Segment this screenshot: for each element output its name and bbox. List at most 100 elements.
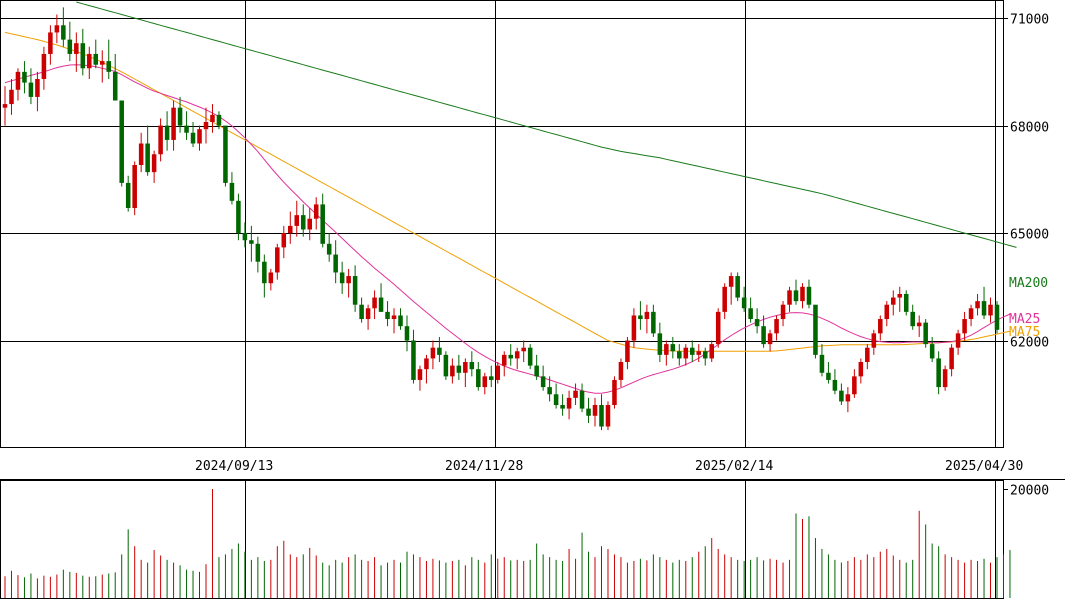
candle-body bbox=[378, 297, 384, 312]
candle-body bbox=[417, 369, 423, 380]
candle-body bbox=[463, 362, 468, 373]
candle-body bbox=[385, 311, 390, 320]
candle-body bbox=[826, 372, 831, 380]
candle-body bbox=[508, 354, 513, 359]
candle-body bbox=[294, 215, 300, 226]
candle-body bbox=[138, 143, 144, 165]
candle-body bbox=[177, 107, 183, 126]
candle-body bbox=[106, 61, 112, 72]
candle-body bbox=[9, 89, 14, 105]
candle-body bbox=[709, 344, 714, 359]
candle-body bbox=[871, 333, 877, 348]
candle-body bbox=[962, 319, 967, 334]
candle-body bbox=[696, 351, 702, 355]
candle-body bbox=[644, 311, 650, 320]
candle-body bbox=[437, 347, 442, 355]
candle-body bbox=[955, 333, 961, 348]
candle-body bbox=[845, 394, 851, 402]
volume-plot-frame bbox=[0, 480, 1004, 599]
candle-body bbox=[527, 347, 533, 366]
candle-body bbox=[501, 354, 507, 366]
candle-body bbox=[573, 390, 578, 398]
candle-body bbox=[715, 311, 721, 345]
volume-panel: 20000 bbox=[0, 480, 1049, 599]
candle-body bbox=[482, 376, 488, 388]
candle-body bbox=[514, 351, 520, 359]
candle-body bbox=[612, 379, 617, 406]
candle-body bbox=[547, 387, 552, 395]
candle-body bbox=[67, 39, 73, 54]
candle-body bbox=[281, 233, 287, 248]
candle-body bbox=[190, 132, 196, 144]
candle-body bbox=[242, 233, 248, 241]
candle-body bbox=[125, 182, 131, 208]
candle-body bbox=[99, 61, 105, 65]
candle-body bbox=[184, 125, 189, 133]
candle-body bbox=[262, 261, 267, 284]
candle-body bbox=[313, 204, 319, 219]
candle-body bbox=[728, 276, 734, 287]
candle-body bbox=[22, 71, 27, 83]
candle-body bbox=[897, 293, 903, 298]
candle-body bbox=[2, 104, 8, 108]
candle-body bbox=[151, 154, 157, 173]
candle-body bbox=[87, 53, 92, 69]
candle-body bbox=[41, 53, 47, 80]
ma75-label: MA75 bbox=[1009, 325, 1040, 340]
candle-body bbox=[735, 276, 740, 298]
candle-body bbox=[923, 322, 928, 345]
candle-body bbox=[865, 347, 870, 363]
candle-body bbox=[813, 304, 818, 355]
candle-body bbox=[929, 344, 935, 359]
price-plot-frame bbox=[0, 0, 1004, 448]
candle-body bbox=[832, 379, 838, 391]
candle-body bbox=[677, 351, 682, 359]
candle-body bbox=[852, 376, 857, 395]
candle-body bbox=[61, 25, 66, 40]
candle-body bbox=[307, 218, 313, 230]
candle-body bbox=[288, 225, 293, 234]
candle-body bbox=[236, 200, 241, 234]
candle-body bbox=[398, 315, 403, 327]
candle-body bbox=[216, 114, 222, 126]
candle-body bbox=[119, 100, 124, 183]
candle-body bbox=[203, 122, 209, 130]
candle-body bbox=[618, 362, 624, 380]
candle-body bbox=[780, 304, 786, 320]
candle-body bbox=[197, 129, 202, 144]
candle-body bbox=[787, 290, 792, 305]
candle-body bbox=[981, 301, 987, 316]
candle-body bbox=[456, 365, 462, 373]
candle-body bbox=[15, 71, 21, 90]
candle-body bbox=[968, 308, 974, 320]
ma75-line bbox=[4, 31, 1011, 352]
candle-body bbox=[443, 354, 449, 377]
candle-body bbox=[994, 304, 1000, 330]
candle-body bbox=[430, 347, 436, 359]
x-tick-label: 2024/09/13 bbox=[195, 459, 273, 474]
candle-body bbox=[365, 308, 371, 320]
candle-body bbox=[754, 319, 760, 327]
candle-body bbox=[586, 408, 591, 416]
x-tick-label: 2024/11/28 bbox=[445, 459, 523, 474]
y-tick-label: 71000 bbox=[1010, 13, 1049, 28]
candle-body bbox=[683, 347, 689, 359]
candle-body bbox=[910, 311, 915, 327]
candle-body bbox=[605, 405, 611, 427]
candle-body bbox=[534, 365, 539, 377]
candle-body bbox=[884, 304, 890, 320]
candle-body bbox=[54, 25, 60, 33]
candle-body bbox=[275, 247, 280, 273]
candle-body bbox=[702, 351, 708, 359]
candle-body bbox=[657, 333, 663, 355]
candle-body bbox=[158, 125, 163, 155]
candle-body bbox=[391, 315, 397, 320]
candle-body bbox=[210, 114, 215, 123]
volume-y-tick-label: 20000 bbox=[1010, 484, 1049, 499]
y-tick-label: 62000 bbox=[1010, 336, 1049, 351]
candle-body bbox=[936, 358, 941, 388]
candle-body bbox=[359, 304, 364, 320]
candle-body bbox=[404, 326, 410, 341]
candle-body bbox=[352, 276, 358, 305]
